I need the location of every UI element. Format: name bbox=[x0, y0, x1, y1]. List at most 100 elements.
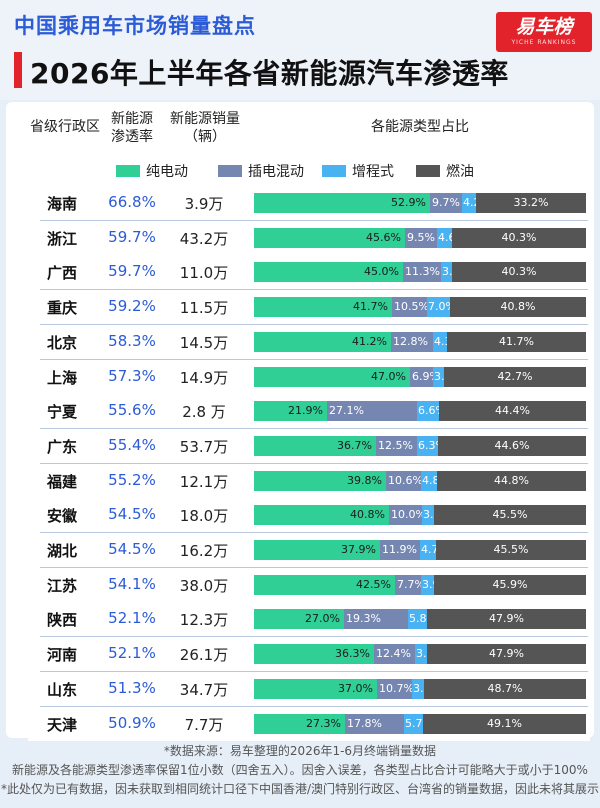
footer-coverage-note: *此处仅为已有数据，因未获取到相同统计口径下中国香港/澳门特别行政区、台湾省的销… bbox=[0, 782, 600, 796]
bar-segment-bev: 37.0% bbox=[254, 678, 377, 699]
stacked-bar: 52.9% 9.7%4.2% 33.2% bbox=[254, 193, 586, 213]
stacked-bar: 21.9% 27.1% 6.6% 44.4% bbox=[254, 401, 586, 422]
bar-label-phev: 27.1% bbox=[329, 404, 364, 418]
row-separator bbox=[40, 532, 588, 533]
row-sales: 12.1万 bbox=[179, 472, 229, 491]
bar-label-ice: 33.2% bbox=[513, 196, 549, 209]
bar-segment-phev: 12.4% bbox=[374, 644, 415, 665]
bar-segment-erev: 4.6% bbox=[437, 227, 466, 248]
row-penetration-rate: 55.6% bbox=[108, 401, 156, 420]
legend-label-erev: 增程式 bbox=[352, 164, 394, 180]
bar-segment-ice: 44.6% bbox=[438, 435, 586, 456]
bar-segment-phev: 19.3% bbox=[344, 609, 408, 630]
stacked-bar: 41.7% 10.5% 7.0% 40.8% bbox=[254, 297, 586, 318]
bar-label-ice: 45.5% bbox=[492, 508, 528, 522]
stacked-bar: 41.2% 12.8% 4.3% 41.7% bbox=[254, 331, 586, 352]
row-penetration-rate: 59.7% bbox=[108, 227, 156, 246]
bar-segment-ice: 45.5% bbox=[434, 505, 586, 526]
column-header-sales: 新能源销量 （辆） bbox=[162, 110, 248, 146]
legend-swatch-bev bbox=[116, 165, 140, 177]
bar-segment-ice: 44.4% bbox=[439, 401, 586, 422]
row-sales: 7.7万 bbox=[184, 715, 224, 734]
stacked-bar: 27.0% 19.3% 5.8% 47.9% bbox=[254, 609, 586, 630]
stacked-bar: 37.9% 11.9% 4.7% 45.5% bbox=[254, 540, 586, 560]
stacked-bar: 36.3% 12.4% 3.5% 47.9% bbox=[254, 644, 586, 665]
row-penetration-rate: 66.8% bbox=[108, 193, 156, 211]
bar-segment-bev: 39.8% bbox=[254, 470, 386, 491]
bar-segment-bev: 27.0% bbox=[254, 609, 344, 630]
bar-label-phev: 10.7% bbox=[379, 681, 414, 695]
bar-label-bev: 39.8% bbox=[347, 473, 382, 487]
bar-segment-ice: 47.9% bbox=[427, 644, 586, 665]
page-title: 2026年上半年各省新能源汽车渗透率 bbox=[30, 57, 509, 90]
bar-label-bev: 40.8% bbox=[350, 508, 385, 522]
bar-segment-ice: 41.7% bbox=[447, 331, 586, 352]
row-province: 海南 bbox=[46, 195, 77, 213]
row-penetration-rate: 59.7% bbox=[108, 262, 156, 281]
bar-segment-erev: 3.7% bbox=[412, 678, 441, 699]
row-sales: 11.5万 bbox=[179, 299, 229, 318]
bar-label-ice: 48.7% bbox=[487, 681, 523, 695]
bar-label-phev: 12.8% bbox=[393, 334, 428, 348]
bar-label-ice: 45.5% bbox=[493, 543, 529, 556]
row-penetration-rate: 54.5% bbox=[108, 540, 156, 558]
bar-segment-erev: 5.7% bbox=[404, 713, 433, 734]
row-separator bbox=[40, 220, 588, 221]
bar-segment-phev: 7.7% bbox=[395, 574, 425, 595]
legend-erev: 增程式 bbox=[322, 163, 394, 180]
yiche-logo: 易车榜 YICHE RANKINGS bbox=[496, 12, 592, 52]
bar-label-ice: 49.1% bbox=[487, 716, 522, 730]
bar-label-bev: 47.0% bbox=[371, 369, 406, 383]
row-province: 重庆 bbox=[46, 299, 77, 318]
row-province: 上海 bbox=[46, 368, 77, 387]
bar-segment-erev: 7.0% bbox=[427, 297, 456, 318]
bar-label-ice: 44.4% bbox=[495, 404, 530, 418]
bar-segment-bev: 42.5% bbox=[254, 574, 395, 595]
row-sales: 14.9万 bbox=[179, 368, 229, 387]
bar-label-bev: 41.2% bbox=[352, 334, 387, 348]
bar-label-phev: 9.7% bbox=[432, 196, 460, 209]
title-accent-bar bbox=[14, 52, 22, 88]
column-header-rate-line1: 新能源 bbox=[111, 111, 153, 127]
bar-label-bev: 36.3% bbox=[335, 647, 370, 661]
logo-tagline: YICHE RANKINGS bbox=[511, 39, 577, 46]
row-penetration-rate: 58.3% bbox=[108, 331, 156, 350]
bar-label-phev: 12.4% bbox=[376, 647, 411, 661]
bar-segment-bev: 52.9% bbox=[254, 193, 430, 213]
footer-source: *数据来源：易车整理的2026年1-6月终端销量数据 bbox=[163, 744, 437, 758]
row-sales: 16.2万 bbox=[179, 542, 229, 560]
bar-label-ice: 47.9% bbox=[489, 612, 524, 626]
bar-segment-bev: 36.3% bbox=[254, 644, 374, 665]
legend-swatch-phev bbox=[218, 165, 242, 177]
bar-segment-bev: 45.6% bbox=[254, 227, 405, 248]
bar-label-ice: 41.7% bbox=[499, 334, 534, 348]
bar-segment-erev: 3.7% bbox=[422, 505, 451, 526]
row-sales: 12.3万 bbox=[179, 611, 229, 630]
bar-segment-ice: 48.7% bbox=[424, 678, 586, 699]
bar-segment-phev: 12.8% bbox=[391, 331, 433, 352]
row-sales: 43.2万 bbox=[179, 229, 229, 248]
bar-segment-phev: 6.9% bbox=[410, 366, 440, 387]
bar-label-ice: 47.9% bbox=[489, 647, 524, 661]
row-separator bbox=[40, 463, 588, 464]
column-header-share: 各能源类型占比 bbox=[371, 119, 469, 135]
bar-label-bev: 27.0% bbox=[305, 612, 340, 626]
footer-rounding-note: 新能源及各能源类型渗透率保留1位小数（四舍五入）。因舍入误差，各类型占比合计可能… bbox=[12, 763, 588, 777]
bar-label-bev: 45.0% bbox=[364, 265, 399, 279]
bar-segment-erev: 6.6% bbox=[417, 401, 446, 422]
legend-label-bev: 纯电动 bbox=[146, 164, 188, 180]
bar-label-ice: 44.8% bbox=[494, 473, 529, 487]
bar-segment-phev: 17.8% bbox=[345, 713, 404, 734]
bar-label-ice: 40.8% bbox=[500, 300, 536, 314]
bar-segment-phev: 10.6% bbox=[386, 470, 423, 491]
column-header-province: 省级行政区 bbox=[30, 119, 100, 135]
bar-segment-bev: 45.0% bbox=[254, 262, 403, 283]
bar-segment-ice: 33.2% bbox=[476, 193, 586, 213]
bar-label-ice: 45.9% bbox=[492, 577, 528, 591]
bar-label-ice: 42.7% bbox=[497, 369, 533, 383]
row-sales: 38.0万 bbox=[179, 576, 229, 595]
row-penetration-rate: 50.9% bbox=[108, 713, 156, 732]
bar-segment-bev: 47.0% bbox=[254, 366, 410, 387]
row-province: 天津 bbox=[46, 715, 77, 734]
bar-label-phev: 9.5% bbox=[407, 230, 435, 244]
